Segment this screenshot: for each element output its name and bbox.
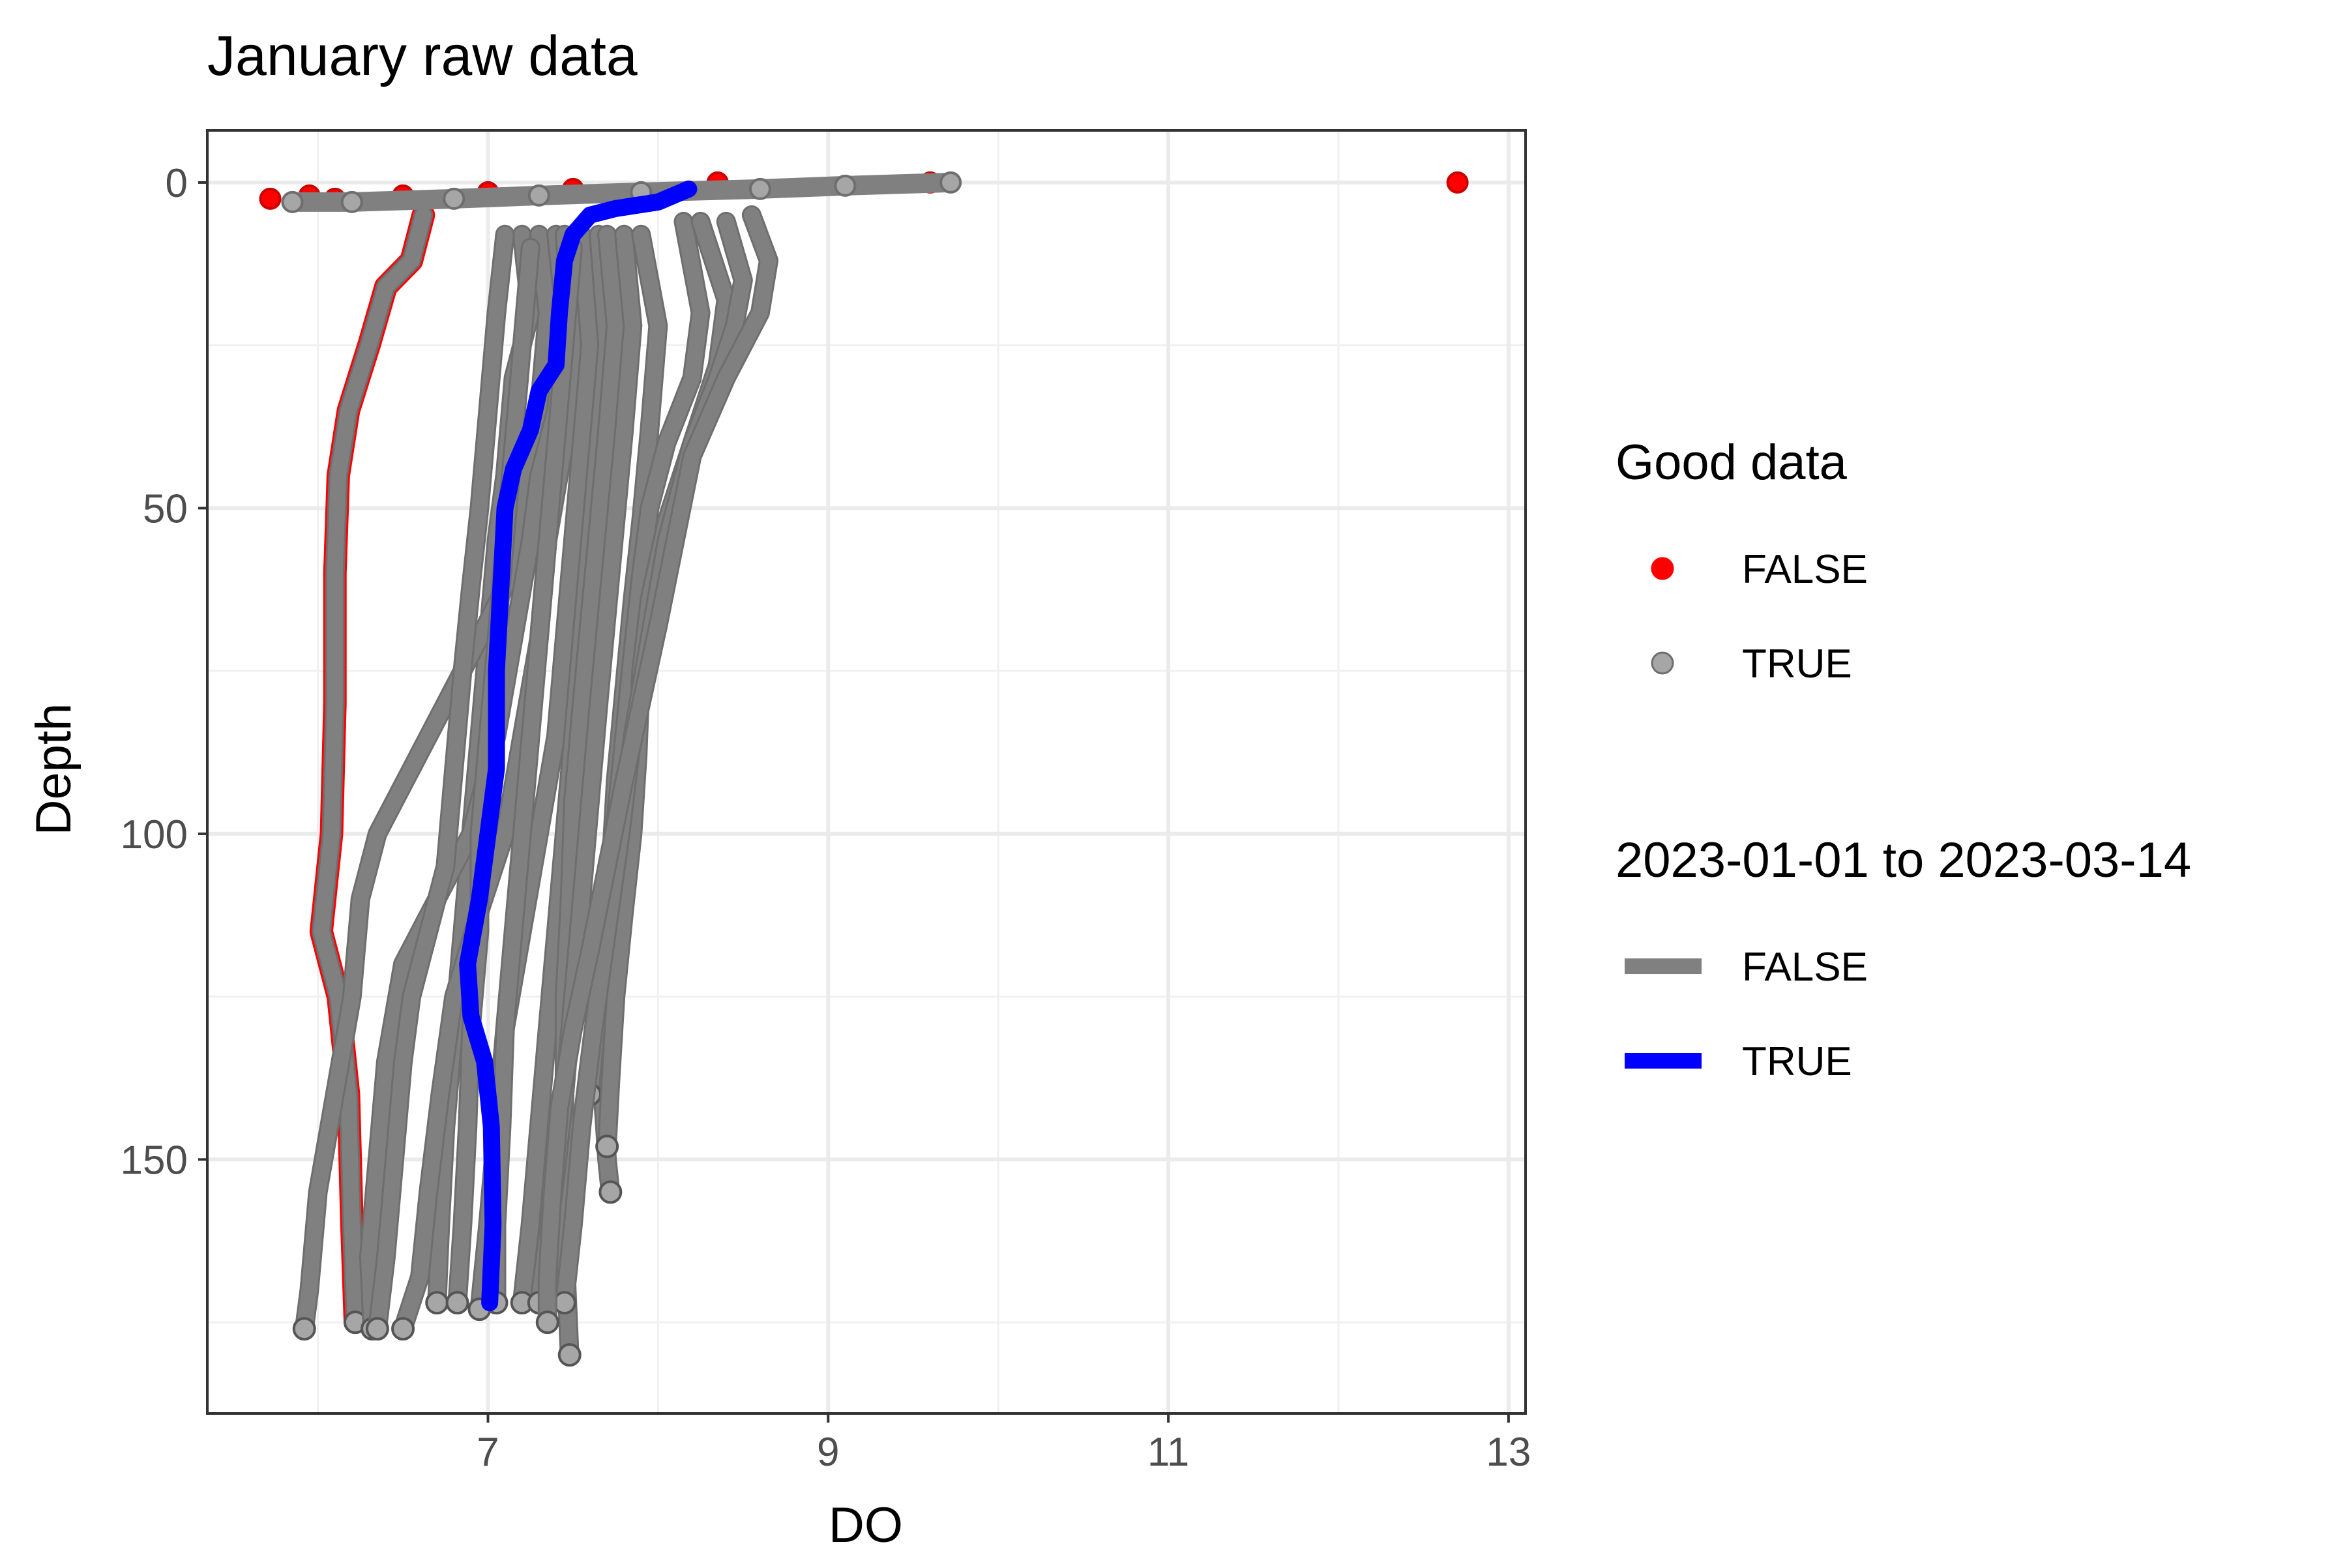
- legend-label: TRUE: [1742, 1039, 1852, 1084]
- data-point-bad: [259, 187, 282, 210]
- data-point-good: [748, 177, 771, 200]
- legend-key-point: [1651, 557, 1674, 580]
- series-line: [556, 226, 624, 1363]
- surface-band: [282, 172, 961, 212]
- series-line: [449, 239, 539, 1311]
- panel-border: [206, 129, 1527, 1415]
- y-axis-label: Depth: [26, 703, 81, 836]
- series-line: [488, 239, 581, 1311]
- series-line: [369, 226, 513, 1337]
- data-point: [557, 1343, 582, 1367]
- data-point: [445, 1291, 469, 1315]
- legend-label: FALSE: [1742, 945, 1868, 990]
- data-layer: [259, 171, 1469, 1367]
- legend-label: FALSE: [1742, 547, 1868, 592]
- data-point: [292, 1317, 316, 1341]
- y-tick-label: 0: [166, 161, 188, 206]
- legend-title: Good data: [1616, 435, 1848, 490]
- data-point-good: [281, 190, 304, 213]
- x-axis-label: DO: [829, 1498, 903, 1553]
- data-point-bad: [1446, 171, 1469, 194]
- legend-key-point: [1651, 651, 1674, 675]
- data-point: [595, 1134, 619, 1159]
- series-line-highlight: [459, 180, 698, 1312]
- data-point: [425, 1291, 449, 1315]
- data-point-good: [340, 190, 363, 213]
- y-tick-label: 150: [121, 1138, 188, 1183]
- legend-label: TRUE: [1742, 642, 1852, 687]
- plot-area: 7 9 11 13 0 50 100 150: [121, 129, 1531, 1475]
- x-tick-label: 9: [817, 1430, 839, 1475]
- data-point: [365, 1317, 389, 1341]
- y-tick-label: 50: [143, 486, 188, 531]
- x-tick-label: 13: [1486, 1430, 1531, 1475]
- data-point: [535, 1310, 559, 1335]
- series-line: [539, 207, 776, 1331]
- data-point-good: [834, 174, 857, 197]
- legend-title: 2023-01-01 to 2023-03-14: [1616, 833, 2191, 888]
- data-point-good: [443, 187, 465, 210]
- data-point-good: [939, 171, 962, 194]
- legend: Good data FALSE TRUE 2023-01-01 to 2023-03-…: [1616, 435, 2191, 1084]
- data-point-good: [527, 184, 550, 207]
- data-point: [391, 1317, 415, 1341]
- data-point: [598, 1180, 623, 1204]
- chart-title: January raw data: [207, 25, 638, 87]
- y-tick-label: 100: [121, 812, 188, 857]
- x-tick-label: 7: [477, 1430, 499, 1475]
- x-tick-label: 11: [1147, 1430, 1189, 1475]
